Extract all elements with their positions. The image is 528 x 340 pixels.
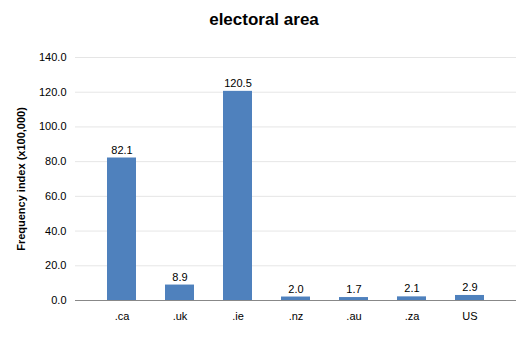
svg-text:82.1: 82.1: [111, 144, 132, 156]
svg-text:2.1: 2.1: [404, 282, 419, 294]
svg-text:80.0: 80.0: [45, 155, 66, 167]
svg-text:20.0: 20.0: [45, 259, 66, 271]
svg-text:.ca: .ca: [115, 310, 131, 322]
svg-text:60.0: 60.0: [45, 190, 66, 202]
svg-text:Frequency index (x100,000): Frequency index (x100,000): [15, 107, 27, 251]
svg-text:0.0: 0.0: [51, 294, 66, 306]
svg-text:.za: .za: [405, 310, 421, 322]
svg-text:.nz: .nz: [289, 310, 304, 322]
svg-text:8.9: 8.9: [172, 271, 187, 283]
svg-text:120.5: 120.5: [224, 77, 252, 89]
svg-text:US: US: [462, 310, 477, 322]
svg-text:.ie: .ie: [232, 310, 244, 322]
svg-text:1.7: 1.7: [346, 283, 361, 295]
svg-text:.au: .au: [346, 310, 361, 322]
svg-text:40.0: 40.0: [45, 225, 66, 237]
svg-text:120.0: 120.0: [39, 86, 67, 98]
svg-text:100.0: 100.0: [39, 120, 67, 132]
svg-text:.uk: .uk: [173, 310, 188, 322]
svg-text:2.9: 2.9: [462, 281, 477, 293]
svg-text:140.0: 140.0: [39, 51, 67, 63]
html-text:electoral area: electoral area: [209, 10, 319, 29]
svg-text:2.0: 2.0: [288, 283, 303, 295]
